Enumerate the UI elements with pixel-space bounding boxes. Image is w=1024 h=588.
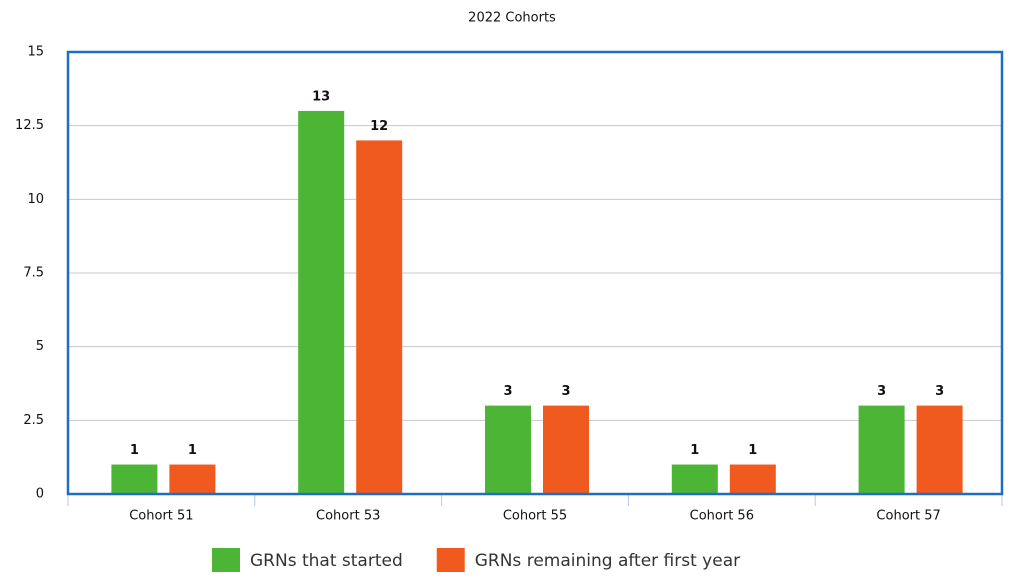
- bar: [729, 464, 776, 494]
- plot-border: [66, 50, 1004, 496]
- bar: [111, 464, 158, 494]
- value-label: 1: [188, 443, 197, 458]
- bar: [169, 464, 216, 494]
- bar: [298, 110, 345, 494]
- value-label: 12: [370, 119, 388, 134]
- bar: [858, 405, 905, 494]
- legend-label: GRNs remaining after first year: [475, 551, 740, 571]
- y-tick-label: 5: [36, 339, 44, 354]
- x-tick-label: Cohort 55: [503, 509, 567, 524]
- bar: [543, 405, 589, 494]
- value-label: 3: [503, 384, 512, 399]
- value-label: 1: [748, 443, 757, 458]
- y-tick-label: 10: [27, 192, 44, 207]
- x-tick-label: Cohort 56: [690, 509, 754, 524]
- y-tick-label: 0: [36, 487, 44, 502]
- x-tick-label: Cohort 53: [316, 509, 380, 524]
- bar: [485, 405, 531, 494]
- bar: [671, 464, 718, 494]
- value-label: 3: [877, 384, 886, 399]
- legend-swatch: [436, 548, 465, 572]
- y-tick-label: 15: [27, 45, 44, 60]
- x-tick-label: Cohort 51: [129, 509, 193, 524]
- bar: [356, 140, 403, 494]
- value-label: 13: [312, 89, 330, 104]
- y-tick-label: 7.5: [23, 266, 44, 281]
- y-tick-label: 12.5: [15, 118, 44, 133]
- bar: [916, 405, 963, 494]
- value-label: 3: [561, 384, 570, 399]
- y-tick-label: 2.5: [23, 413, 44, 428]
- x-tick-label: Cohort 57: [876, 509, 940, 524]
- chart-title: 2022 Cohorts: [468, 11, 556, 26]
- value-label: 1: [130, 443, 139, 458]
- legend-label: GRNs that started: [250, 551, 403, 571]
- value-label: 3: [935, 384, 944, 399]
- value-label: 1: [690, 443, 699, 458]
- legend-swatch: [212, 548, 240, 572]
